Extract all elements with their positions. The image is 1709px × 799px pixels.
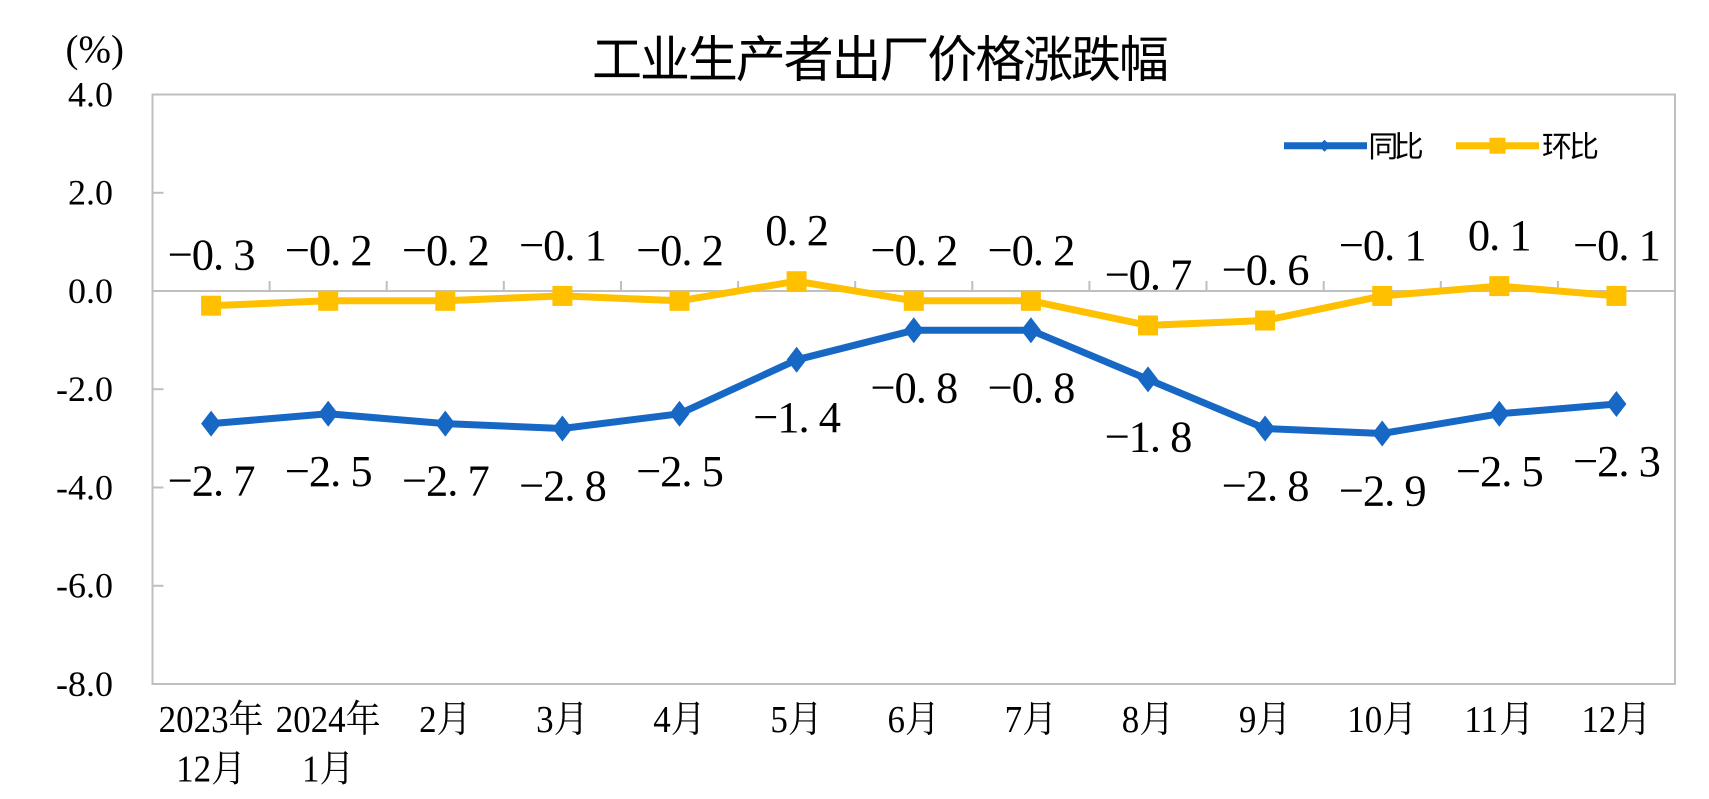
svg-text:2.0: 2.0 (68, 173, 113, 213)
svg-text:-4.0: -4.0 (56, 467, 113, 507)
svg-text:−0. 1: −0. 1 (1339, 220, 1426, 270)
svg-text:7: 7 (1005, 698, 1022, 741)
svg-text:−2. 3: −2. 3 (1573, 436, 1660, 486)
svg-text:−0. 7: −0. 7 (1105, 249, 1192, 299)
svg-text:−2. 7: −2. 7 (402, 456, 489, 506)
svg-text:−2. 8: −2. 8 (1222, 461, 1309, 511)
svg-text:5: 5 (770, 698, 787, 741)
svg-text:-6.0: -6.0 (56, 566, 113, 606)
svg-text:−0. 8: −0. 8 (870, 362, 957, 412)
svg-text:−2. 8: −2. 8 (519, 461, 606, 511)
svg-text:8: 8 (1122, 698, 1139, 741)
svg-text:9: 9 (1239, 698, 1256, 741)
svg-text:−0. 2: −0. 2 (285, 225, 372, 275)
svg-text:2024: 2024 (276, 698, 346, 741)
svg-text:−0. 2: −0. 2 (870, 225, 957, 275)
svg-text:−2. 7: −2. 7 (168, 456, 255, 506)
svg-text:−2. 5: −2. 5 (285, 446, 372, 496)
svg-text:(%): (%) (66, 28, 124, 71)
svg-text:4: 4 (653, 698, 670, 741)
svg-text:2023: 2023 (159, 698, 229, 741)
svg-text:−0. 1: −0. 1 (519, 220, 606, 270)
svg-text:−0. 6: −0. 6 (1222, 245, 1309, 295)
svg-text:12: 12 (1581, 698, 1616, 741)
svg-text:−0. 2: −0. 2 (987, 225, 1074, 275)
svg-text:−0. 8: −0. 8 (987, 362, 1074, 412)
svg-text:6: 6 (887, 698, 904, 741)
svg-text:−2. 5: −2. 5 (1456, 446, 1543, 496)
svg-text:−1. 4: −1. 4 (753, 392, 841, 442)
svg-text:4.0: 4.0 (68, 74, 113, 114)
svg-text:3: 3 (536, 698, 553, 741)
svg-text:−0. 1: −0. 1 (1573, 220, 1660, 270)
svg-text:0. 2: 0. 2 (765, 205, 828, 255)
svg-text:−0. 2: −0. 2 (636, 225, 723, 275)
svg-text:−2. 5: −2. 5 (636, 446, 723, 496)
svg-text:−2. 9: −2. 9 (1339, 466, 1426, 516)
svg-text:12: 12 (176, 747, 211, 790)
svg-text:−1. 8: −1. 8 (1105, 411, 1192, 461)
svg-text:0. 1: 0. 1 (1468, 210, 1531, 260)
svg-text:2: 2 (419, 698, 436, 741)
svg-text:-2.0: -2.0 (56, 369, 113, 409)
svg-text:11: 11 (1464, 698, 1498, 741)
svg-text:1: 1 (302, 747, 319, 790)
svg-text:−0. 2: −0. 2 (402, 225, 489, 275)
svg-text:-8.0: -8.0 (56, 664, 113, 704)
svg-text:10: 10 (1347, 698, 1382, 741)
svg-text:−0. 3: −0. 3 (168, 230, 255, 280)
svg-text:0.0: 0.0 (68, 271, 113, 311)
